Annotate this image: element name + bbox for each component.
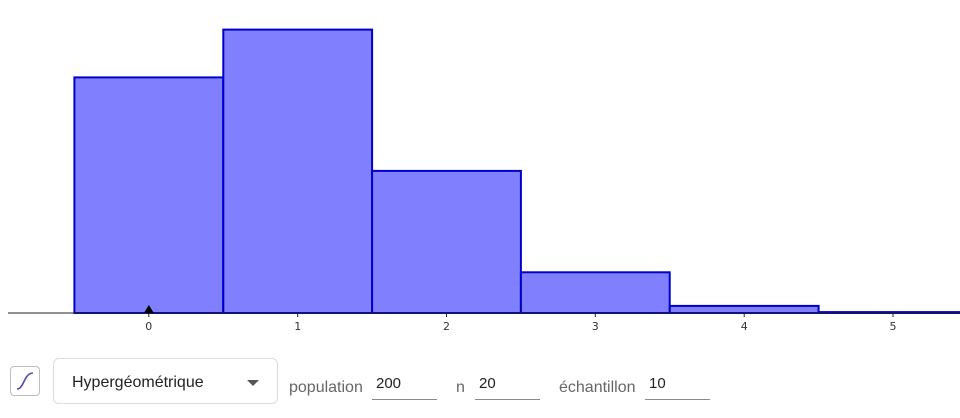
distribution-controls: Hypergéométrique population n échantillo… bbox=[0, 356, 960, 410]
x-tick-label: 5 bbox=[890, 320, 897, 333]
probability-histogram: 0 1 2 3 4 5 bbox=[8, 28, 960, 333]
n-input[interactable] bbox=[475, 368, 540, 400]
x-axis-ticks: 0 1 2 3 4 5 bbox=[145, 313, 897, 333]
histogram-bar-0 bbox=[73, 76, 225, 315]
cumulative-curve-icon bbox=[16, 372, 34, 390]
x-tick-label: 3 bbox=[592, 320, 599, 333]
x-tick-label: 4 bbox=[741, 320, 748, 333]
chevron-down-icon bbox=[247, 380, 259, 386]
sample-label: échantillon bbox=[559, 379, 636, 396]
n-label: n bbox=[456, 379, 465, 396]
histogram-bar-2 bbox=[371, 169, 522, 314]
x-tick-label: 0 bbox=[145, 320, 152, 333]
point-marker-icon[interactable] bbox=[143, 305, 154, 313]
population-input[interactable] bbox=[372, 368, 437, 400]
population-label: population bbox=[289, 379, 363, 396]
distribution-select[interactable]: Hypergéométrique bbox=[53, 358, 278, 404]
histogram-bar-4 bbox=[668, 304, 820, 314]
histogram-bar-1 bbox=[222, 28, 374, 314]
cumulative-toggle-button[interactable] bbox=[10, 366, 40, 396]
x-tick-label: 1 bbox=[294, 320, 301, 333]
sample-input[interactable] bbox=[645, 368, 710, 400]
distribution-select-value: Hypergéométrique bbox=[72, 374, 204, 391]
x-tick-label: 2 bbox=[443, 320, 450, 333]
histogram-bar-3 bbox=[519, 271, 671, 314]
histogram-bars bbox=[73, 28, 960, 315]
